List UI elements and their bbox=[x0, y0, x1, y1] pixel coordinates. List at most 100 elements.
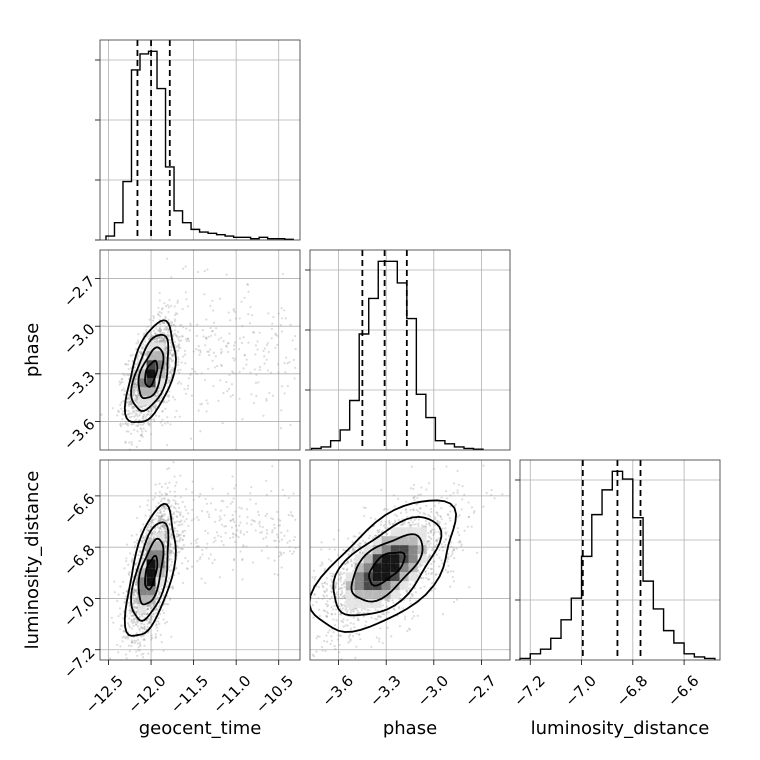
scatter-point bbox=[185, 339, 188, 343]
scatter-point bbox=[287, 496, 290, 499]
scatter-point bbox=[444, 522, 447, 525]
contour-level-2 bbox=[130, 521, 170, 622]
scatter-point bbox=[198, 558, 201, 561]
scatter-point bbox=[219, 352, 223, 355]
scatter-point bbox=[165, 603, 168, 606]
scatter-point bbox=[167, 501, 170, 505]
scatter-point bbox=[159, 519, 162, 522]
scatter-point bbox=[330, 590, 333, 593]
scatter-point bbox=[433, 528, 436, 531]
scatter-point bbox=[229, 519, 232, 522]
scatter-point bbox=[140, 613, 144, 616]
scatter-point bbox=[135, 588, 138, 592]
scatter-point bbox=[146, 607, 149, 611]
scatter-point bbox=[239, 550, 242, 553]
density-cell bbox=[155, 532, 165, 542]
scatter-point bbox=[348, 637, 351, 640]
scatter-point bbox=[174, 495, 177, 498]
scatter-point bbox=[172, 324, 175, 327]
scatter-point bbox=[243, 353, 246, 356]
scatter-point bbox=[378, 637, 381, 640]
scatter-point bbox=[133, 428, 136, 431]
scatter-point bbox=[128, 393, 131, 396]
scatter-point bbox=[130, 402, 133, 405]
scatter-point bbox=[133, 397, 136, 400]
scatter-point bbox=[174, 312, 178, 315]
scatter-point bbox=[172, 551, 175, 554]
scatter-point bbox=[152, 329, 156, 332]
scatter-point bbox=[151, 649, 154, 652]
scatter-point bbox=[126, 543, 129, 546]
scatter-point bbox=[419, 507, 422, 510]
scatter-point bbox=[159, 339, 162, 342]
scatter-point bbox=[133, 639, 136, 642]
scatter-point bbox=[433, 504, 436, 507]
scatter-point bbox=[126, 424, 130, 427]
scatter-point bbox=[403, 522, 406, 525]
scatter-point bbox=[168, 549, 171, 552]
scatter-point bbox=[139, 352, 143, 356]
scatter-point bbox=[146, 526, 149, 530]
scatter-point bbox=[144, 353, 147, 356]
scatter-point bbox=[339, 580, 342, 583]
scatter-point bbox=[179, 536, 182, 540]
scatter-point bbox=[127, 410, 130, 413]
scatter-point bbox=[144, 417, 147, 420]
scatter-point bbox=[231, 357, 234, 360]
scatter-point bbox=[407, 627, 411, 630]
scatter-point bbox=[204, 344, 207, 347]
scatter-point bbox=[280, 385, 284, 388]
scatter-point bbox=[145, 415, 148, 418]
scatter-point bbox=[173, 475, 176, 478]
scatter-point bbox=[427, 513, 430, 517]
scatter-point bbox=[418, 511, 422, 514]
scatter-point bbox=[136, 621, 139, 624]
scatter-point bbox=[418, 565, 421, 568]
scatter-point bbox=[135, 611, 138, 614]
scatter-point bbox=[168, 357, 171, 360]
scatter-point bbox=[185, 567, 188, 570]
scatter-point bbox=[180, 519, 183, 522]
scatter-point bbox=[145, 528, 148, 531]
scatter-point bbox=[123, 374, 126, 377]
scatter-point bbox=[135, 665, 137, 667]
scatter-point bbox=[124, 363, 128, 366]
scatter-point bbox=[280, 554, 283, 557]
scatter-point bbox=[149, 333, 152, 336]
scatter-point bbox=[152, 603, 155, 607]
scatter-point bbox=[128, 552, 132, 555]
scatter-point bbox=[330, 595, 333, 599]
scatter-point bbox=[240, 300, 243, 303]
scatter-point bbox=[133, 541, 136, 544]
scatter-point bbox=[286, 384, 289, 388]
scatter-point bbox=[338, 596, 341, 599]
scatter-point bbox=[293, 635, 295, 637]
scatter-point bbox=[459, 539, 462, 543]
scatter-point bbox=[134, 623, 138, 626]
scatter-point bbox=[154, 518, 157, 521]
scatter-point bbox=[164, 568, 167, 572]
scatter-point bbox=[175, 481, 178, 484]
scatter-point bbox=[203, 293, 206, 296]
scatter-point bbox=[157, 617, 160, 620]
scatter-point bbox=[140, 613, 143, 616]
scatter-point bbox=[156, 596, 159, 599]
scatter-point bbox=[158, 527, 162, 530]
scatter-point bbox=[157, 519, 160, 522]
scatter-point bbox=[151, 408, 154, 411]
scatter-point bbox=[161, 307, 164, 310]
scatter-point bbox=[220, 364, 223, 368]
scatter-point bbox=[147, 530, 150, 533]
scatter-point bbox=[147, 652, 150, 655]
scatter-point bbox=[169, 371, 172, 374]
scatter-point bbox=[347, 560, 350, 564]
scatter-point bbox=[210, 334, 213, 337]
density-cell bbox=[137, 595, 147, 605]
scatter-point bbox=[457, 483, 460, 486]
scatter-point bbox=[343, 594, 346, 597]
scatter-point bbox=[178, 538, 181, 541]
scatter-point bbox=[181, 562, 184, 565]
scatter-point bbox=[153, 527, 157, 530]
scatter-point bbox=[172, 499, 175, 502]
scatter-point bbox=[348, 549, 351, 553]
